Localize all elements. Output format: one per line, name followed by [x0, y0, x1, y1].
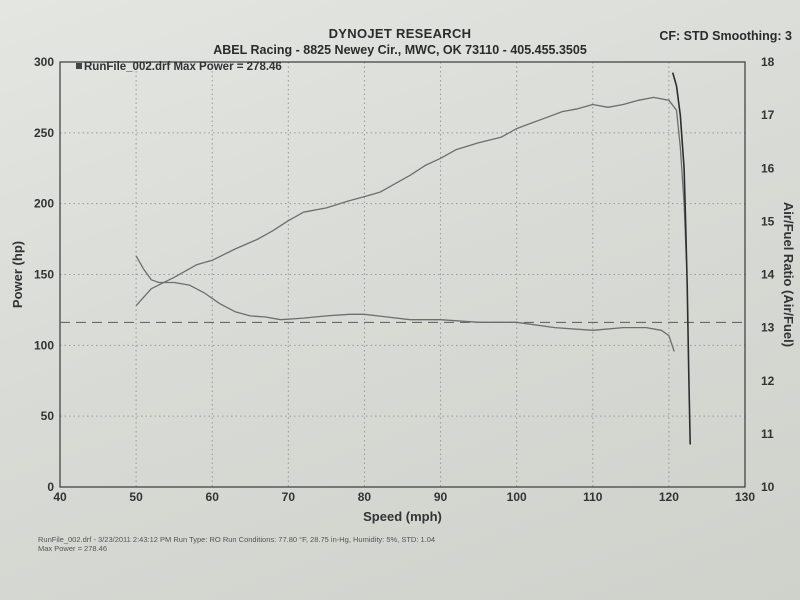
chart-subtitle: ABEL Racing - 8825 Newey Cir., MWC, OK 7…	[213, 43, 587, 57]
y-tick-label: 250	[34, 126, 54, 140]
y2-tick-label: 17	[761, 108, 775, 122]
y-tick-label: 100	[34, 338, 54, 352]
y2-tick-label: 18	[761, 55, 775, 69]
series-line-air-fuel-leanout	[671, 72, 691, 445]
axes	[59, 61, 746, 488]
legend: RunFile_002.drf Max Power = 278.46	[76, 61, 282, 73]
y-axis-label: Power (hp)	[10, 241, 25, 308]
settings-label: CF: STD Smoothing: 3	[659, 29, 792, 43]
y2-tick-label: 16	[761, 161, 775, 175]
x-tick-label: 40	[53, 490, 67, 504]
y-tick-label: 200	[34, 197, 54, 211]
y-tick-label: 150	[34, 268, 54, 282]
plot-frame	[59, 61, 746, 488]
y2-tick-label: 10	[761, 480, 775, 494]
y-tick-label: 50	[41, 409, 55, 423]
chart-title: DYNOJET RESEARCH	[328, 26, 472, 41]
y2-tick-label: 12	[761, 374, 775, 388]
legend-label: RunFile_002.drf Max Power = 278.46	[84, 61, 282, 73]
x-tick-label: 50	[129, 490, 143, 504]
legend-swatch	[76, 63, 82, 69]
grid-lines	[59, 61, 746, 488]
footer-max-power: Max Power = 278.46	[38, 544, 107, 553]
y2-tick-label: 13	[761, 321, 775, 335]
tick-labels: 40 50 60 70 80 90 100 110 120 130 0 50 100 150 200 250 3…	[34, 55, 775, 504]
series-line-air-fuel	[135, 255, 675, 352]
y2-tick-label: 11	[761, 427, 774, 441]
x-tick-label: 100	[507, 490, 527, 504]
series-line-power	[135, 96, 688, 307]
x-axis-label: Speed (mph)	[363, 509, 442, 524]
y2-tick-label: 14	[761, 268, 775, 282]
x-tick-label: 90	[434, 490, 448, 504]
footer-run-info: RunFile_002.drf - 3/23/2011 2:43:12 PM R…	[38, 535, 436, 544]
x-tick-label: 120	[659, 490, 679, 504]
x-tick-label: 70	[282, 490, 296, 504]
y-tick-label: 300	[34, 55, 54, 69]
data-series	[60, 72, 745, 445]
x-tick-label: 110	[583, 490, 603, 504]
x-tick-label: 130	[735, 490, 755, 504]
y2-tick-label: 15	[761, 214, 775, 228]
x-tick-label: 80	[358, 490, 372, 504]
y2-axis-label: Air/Fuel Ratio (Air/Fuel)	[781, 202, 796, 347]
x-tick-label: 60	[206, 490, 220, 504]
y-tick-label: 0	[47, 480, 54, 494]
